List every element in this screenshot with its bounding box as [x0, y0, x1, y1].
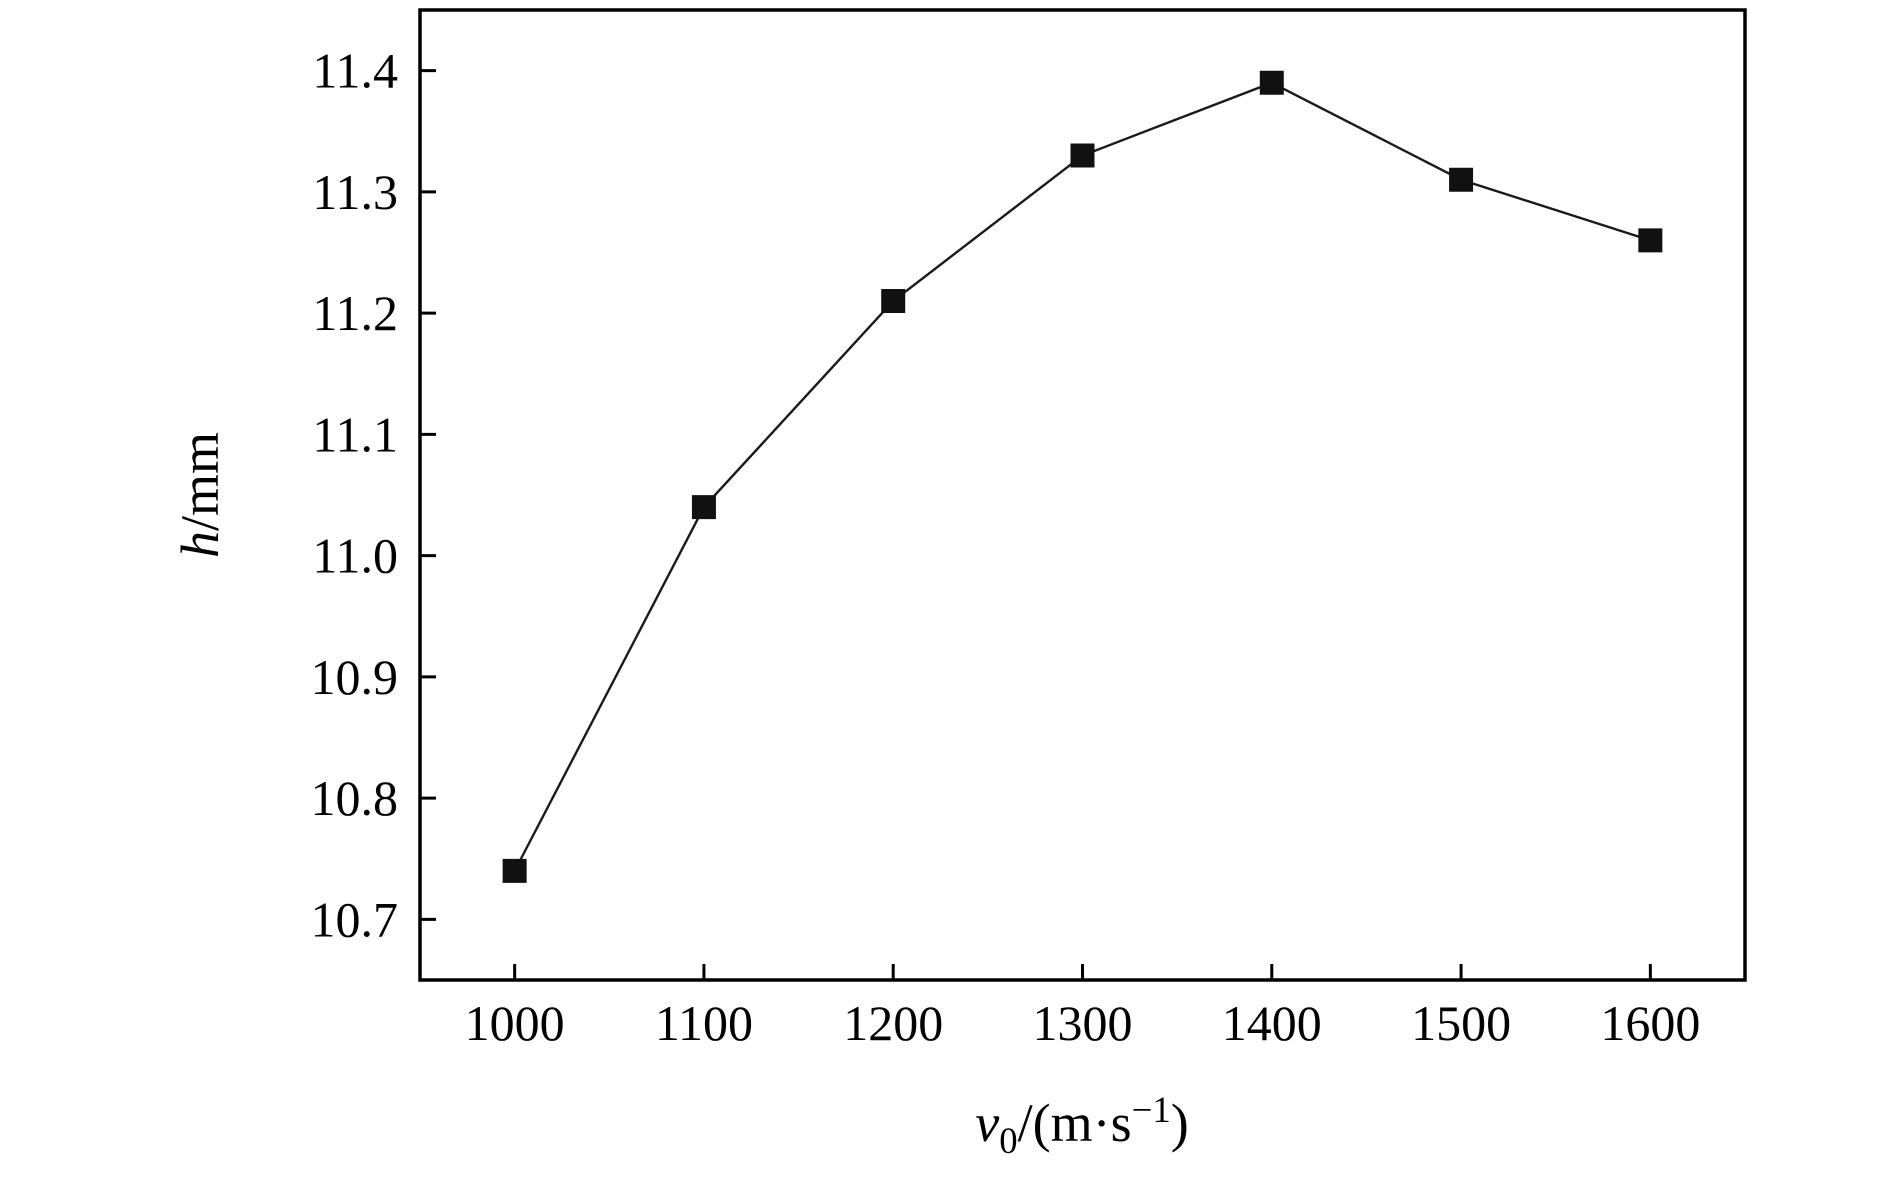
x-tick-label: 1400 [1222, 995, 1322, 1051]
x-tick-label: 1200 [843, 995, 943, 1051]
y-axis-label: h/mm [169, 432, 231, 558]
y-tick-label: 11.0 [312, 528, 398, 584]
y-axis-variable: h [170, 531, 230, 559]
x-tick-label: 1500 [1411, 995, 1511, 1051]
y-tick-label: 10.8 [311, 770, 399, 826]
x-tick-label: 1000 [465, 995, 565, 1051]
data-point-marker [1449, 167, 1474, 192]
x-tick-label: 1600 [1600, 995, 1700, 1051]
y-tick-label: 11.2 [312, 285, 398, 341]
x-tick-label: 1100 [655, 995, 753, 1051]
x-tick-label: 1300 [1033, 995, 1133, 1051]
x-axis-variable: v [975, 1093, 1000, 1153]
y-tick-label: 10.9 [311, 649, 399, 705]
x-axis-subscript: 0 [999, 1119, 1018, 1161]
x-axis-superscript: −1 [1131, 1089, 1171, 1130]
data-point-marker [881, 289, 906, 313]
x-axis-label: v0/(m·s−1) [975, 1088, 1188, 1162]
data-point-marker [502, 858, 527, 883]
x-axis-unit-close: ) [1170, 1093, 1189, 1153]
y-axis-unit: /mm [170, 431, 230, 532]
data-point-marker [691, 495, 716, 520]
data-point-marker [1259, 70, 1284, 95]
data-point-marker [1638, 228, 1663, 253]
plot-frame [418, 8, 1747, 982]
y-tick-label: 11.4 [312, 43, 398, 99]
y-tick-label: 11.1 [312, 406, 398, 462]
data-point-marker [1070, 143, 1095, 168]
y-tick-label: 11.3 [312, 164, 398, 220]
x-axis-unit: /(m·s [1017, 1093, 1132, 1153]
y-tick-label: 10.7 [311, 891, 399, 947]
